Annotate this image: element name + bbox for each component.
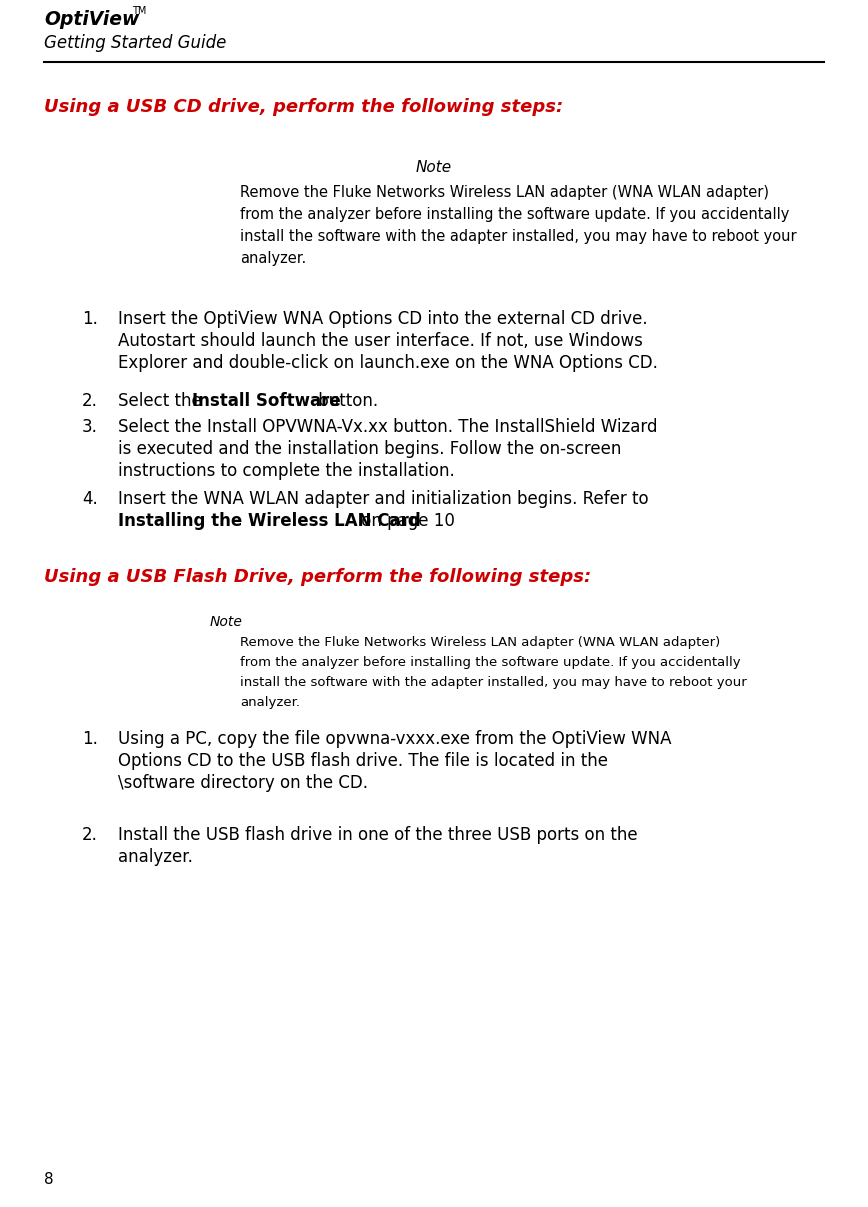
Text: 1.: 1. — [82, 310, 98, 328]
Text: 1.: 1. — [82, 730, 98, 748]
Text: 8: 8 — [44, 1172, 54, 1186]
Text: Installing the Wireless LAN Card: Installing the Wireless LAN Card — [118, 512, 421, 530]
Text: 2.: 2. — [82, 826, 98, 844]
Text: 3.: 3. — [82, 418, 98, 436]
Text: from the analyzer before installing the software update. If you accidentally: from the analyzer before installing the … — [240, 655, 740, 669]
Text: Insert the OptiView WNA Options CD into the external CD drive.: Insert the OptiView WNA Options CD into … — [118, 310, 648, 328]
Text: Install Software: Install Software — [192, 392, 341, 410]
Text: is executed and the installation begins. Follow the on-screen: is executed and the installation begins.… — [118, 441, 621, 457]
Text: button.: button. — [313, 392, 378, 410]
Text: analyzer.: analyzer. — [240, 251, 306, 266]
Text: Getting Started Guide: Getting Started Guide — [44, 34, 227, 52]
Text: Note: Note — [210, 616, 243, 629]
Text: install the software with the adapter installed, you may have to reboot your: install the software with the adapter in… — [240, 229, 797, 244]
Text: from the analyzer before installing the software update. If you accidentally: from the analyzer before installing the … — [240, 206, 789, 222]
Text: Remove the Fluke Networks Wireless LAN adapter (WNA WLAN adapter): Remove the Fluke Networks Wireless LAN a… — [240, 185, 769, 200]
Text: analyzer.: analyzer. — [118, 849, 193, 865]
Text: OptiView: OptiView — [44, 10, 140, 29]
Text: Using a USB Flash Drive, perform the following steps:: Using a USB Flash Drive, perform the fol… — [44, 568, 591, 587]
Text: Select the: Select the — [118, 392, 207, 410]
Text: \software directory on the CD.: \software directory on the CD. — [118, 774, 368, 792]
Text: install the software with the adapter installed, you may have to reboot your: install the software with the adapter in… — [240, 676, 746, 689]
Text: analyzer.: analyzer. — [240, 696, 300, 709]
Text: Insert the WNA WLAN adapter and initialization begins. Refer to: Insert the WNA WLAN adapter and initiali… — [118, 490, 648, 508]
Text: on page 10: on page 10 — [356, 512, 455, 530]
Text: Using a USB CD drive, perform the following steps:: Using a USB CD drive, perform the follow… — [44, 98, 563, 116]
Text: TM: TM — [132, 6, 147, 16]
Text: Remove the Fluke Networks Wireless LAN adapter (WNA WLAN adapter): Remove the Fluke Networks Wireless LAN a… — [240, 636, 720, 649]
Text: Select the Install OPVWNA-Vx.xx button. The InstallShield Wizard: Select the Install OPVWNA-Vx.xx button. … — [118, 418, 657, 436]
Text: Explorer and double-click on launch.exe on the WNA Options CD.: Explorer and double-click on launch.exe … — [118, 354, 658, 372]
Text: 2.: 2. — [82, 392, 98, 410]
Text: Autostart should launch the user interface. If not, use Windows: Autostart should launch the user interfa… — [118, 332, 643, 350]
Text: Using a PC, copy the file opvwna-vxxx.exe from the OptiView WNA: Using a PC, copy the file opvwna-vxxx.ex… — [118, 730, 672, 748]
Text: Options CD to the USB flash drive. The file is located in the: Options CD to the USB flash drive. The f… — [118, 752, 608, 770]
Text: Install the USB flash drive in one of the three USB ports on the: Install the USB flash drive in one of th… — [118, 826, 638, 844]
Text: Note: Note — [416, 161, 452, 175]
Text: 4.: 4. — [82, 490, 98, 508]
Text: instructions to complete the installation.: instructions to complete the installatio… — [118, 462, 455, 480]
